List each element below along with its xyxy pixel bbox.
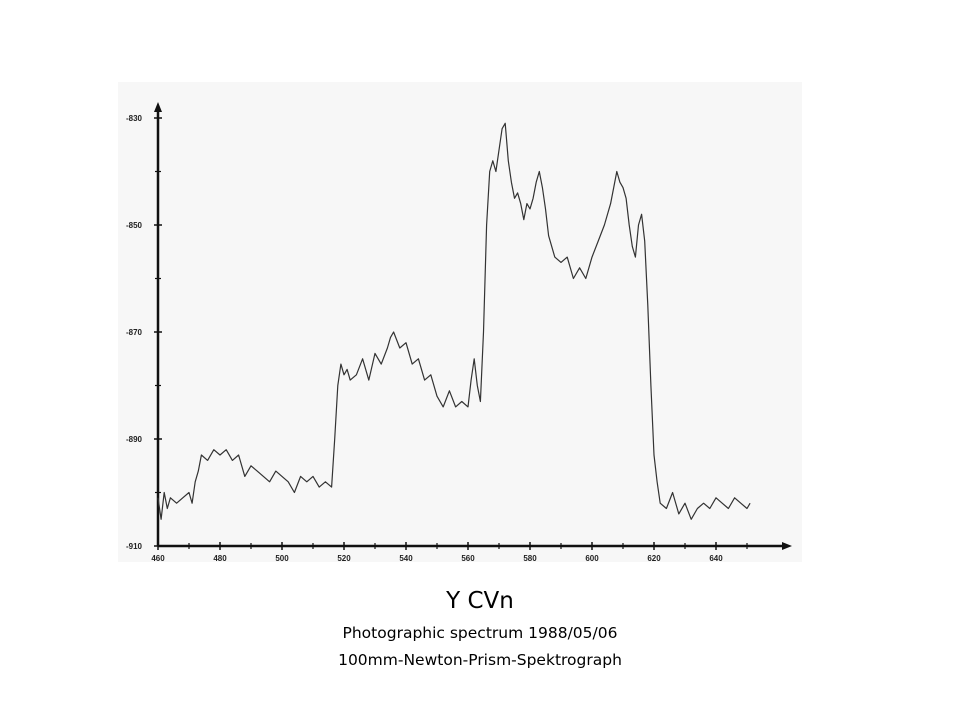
- x-tick-label: 500: [275, 554, 289, 563]
- y-tick-label: -870: [126, 328, 143, 337]
- chart-title: Y CVn: [446, 588, 514, 614]
- y-tick-label: -910: [126, 542, 143, 551]
- x-tick-label: 600: [585, 554, 599, 563]
- x-tick-label: 540: [399, 554, 413, 563]
- x-tick-label: 640: [709, 554, 723, 563]
- chart-subtitle-date: Photographic spectrum 1988/05/06: [342, 624, 618, 642]
- y-tick-label: -830: [126, 114, 143, 123]
- plot-area: [118, 82, 802, 562]
- x-axis-arrow: [782, 542, 792, 550]
- ticks: -830 -850 -870 -890 -910 460 480 500 520 540 560 58…: [126, 114, 748, 563]
- x-tick-label: 560: [461, 554, 475, 563]
- y-tick-label: -850: [126, 221, 143, 230]
- y-tick-label: -890: [126, 435, 143, 444]
- x-tick-label: 460: [151, 554, 165, 563]
- x-tick-label: 480: [213, 554, 227, 563]
- y-axis-arrow: [154, 102, 162, 112]
- chart-subtitle-instrument: 100mm-Newton-Prism-Spektrograph: [338, 651, 622, 669]
- x-tick-label: 580: [523, 554, 537, 563]
- x-tick-label: 520: [337, 554, 351, 563]
- spectrum-line: [157, 122, 751, 520]
- x-tick-label: 620: [647, 554, 661, 563]
- axes: [154, 102, 792, 550]
